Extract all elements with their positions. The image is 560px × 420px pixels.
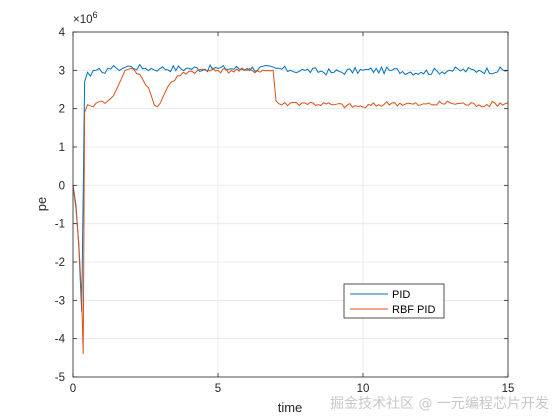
plot-area [73, 32, 508, 377]
y-tick-label: 0 [59, 180, 65, 192]
y-tick-label: 4 [59, 27, 66, 39]
watermark: 掘金技术社区 @ 一元编程芯片开发 [330, 396, 549, 412]
y-tick-label: -4 [55, 334, 66, 346]
ticks: 0 5 10 15 -5 -4 -3 -2 -1 0 1 2 3 4 [55, 27, 515, 395]
x-axis-label: time [278, 400, 303, 415]
y-tick-label: 3 [59, 65, 65, 77]
x-tick-label: 15 [502, 383, 515, 395]
series-line-pid [72, 63, 509, 312]
x-tick-label: 10 [357, 383, 370, 395]
x-tick-label: 0 [70, 383, 76, 395]
y-tick-label: -1 [55, 219, 65, 231]
legend-label-rbf-pid: RBF PID [392, 304, 435, 316]
y-tick-label: -5 [55, 372, 65, 384]
series-line-rbf-pid [72, 67, 509, 355]
y-exponent-label: ×106 [73, 10, 98, 26]
y-tick-label: 2 [59, 104, 65, 116]
legend: PID RBF PID [343, 283, 445, 319]
y-axis-label: pe [34, 197, 49, 211]
series-layer [72, 63, 509, 355]
axes-box [72, 31, 509, 378]
legend-box [343, 283, 445, 319]
x-tick-label: 5 [215, 383, 221, 395]
y-tick-label: -2 [55, 257, 65, 269]
y-tick-label: 1 [59, 142, 65, 154]
legend-label-pid: PID [392, 289, 410, 301]
y-tick-label: -3 [55, 295, 65, 307]
